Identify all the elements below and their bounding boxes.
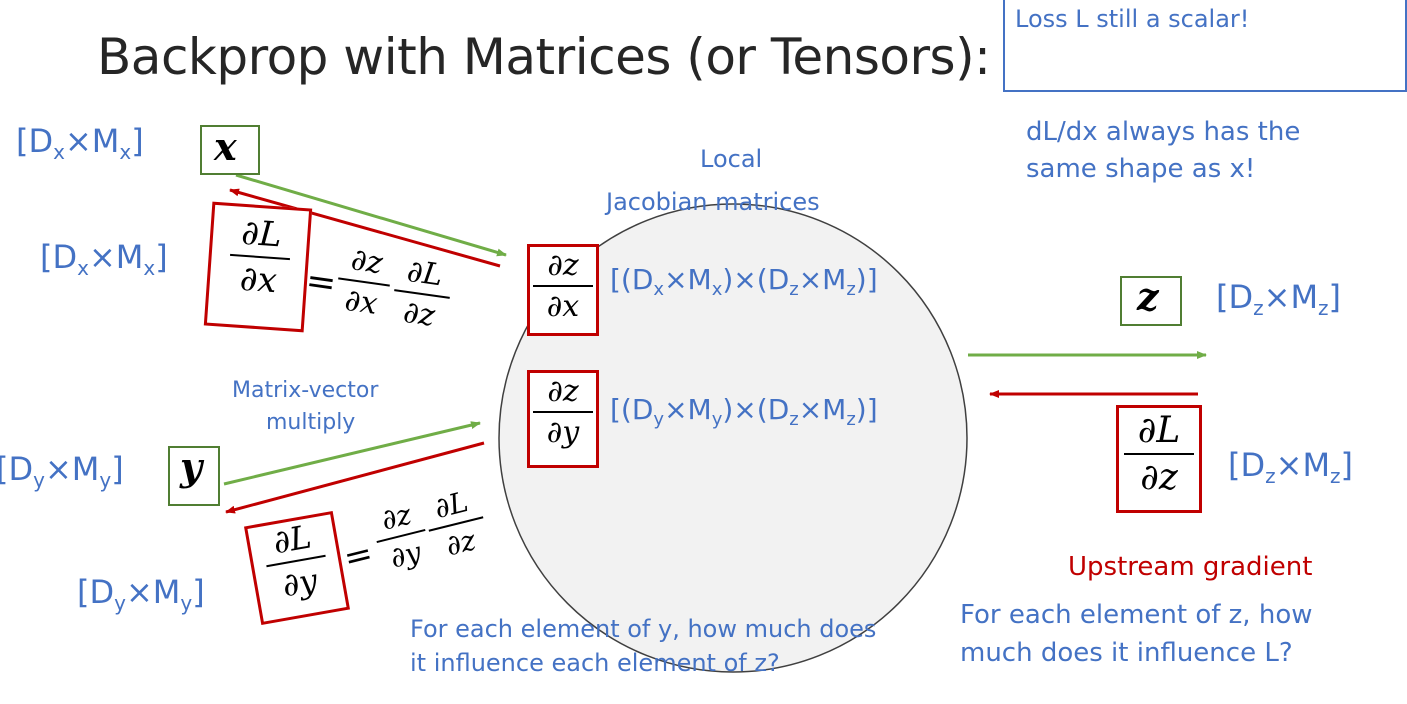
dz-shape-label: [Dz×Mz] [1228,446,1353,488]
upstream-gradient-label: Upstream gradient [1068,552,1312,582]
dz-dy-jacobian: ∂z ∂y [533,374,593,450]
dL-dz-upstream: ∂L ∂z [1124,410,1194,498]
y-question-line1: For each element of y, how much does [410,612,876,646]
dy-shape-label: [Dy×My] [77,573,205,615]
y-shape-label: [Dy×My] [0,450,124,492]
chain-rule-equals-x: = [303,260,339,305]
z-question-line2: much does it influence L? [960,636,1293,670]
z-question-line1: For each element of z, how [960,598,1313,632]
dL-dx-fraction: ∂L ∂x [227,212,293,302]
dz-dx-jacobian-shape: [(Dx×Mx)×(Dz×Mz)] [610,263,878,300]
y-question-line2: it influence each element of z? [410,646,780,680]
dz-dy-jacobian-shape: [(Dy×My)×(Dz×Mz)] [610,393,878,430]
z-variable: z [1137,274,1159,319]
scalar-callout-text: Loss L still a scalar! [1015,5,1249,33]
shape-note-line1: dL/dx always has the [1026,115,1300,149]
node-title-line1: Local [700,145,762,173]
shape-note-line2: same shape as x! [1026,152,1255,186]
page-title: Backprop with Matrices (or Tensors): [97,28,990,86]
x-variable: x [214,124,237,169]
x-shape-label: [Dx×Mx] [16,122,144,164]
node-title-line2: Jacobian matrices [606,188,820,216]
dz-dx-jacobian: ∂z ∂x [533,248,593,324]
y-variable: y [180,444,202,489]
matrix-vector-line2: multiply [266,410,355,435]
z-shape-label: [Dz×Mz] [1216,278,1341,320]
dx-shape-label: [Dx×Mx] [40,238,168,280]
matrix-vector-line1: Matrix-vector [232,378,378,403]
dL-dz-term-x: ∂L ∂z [389,252,455,335]
dz-dx-term: ∂z ∂x [333,241,395,323]
